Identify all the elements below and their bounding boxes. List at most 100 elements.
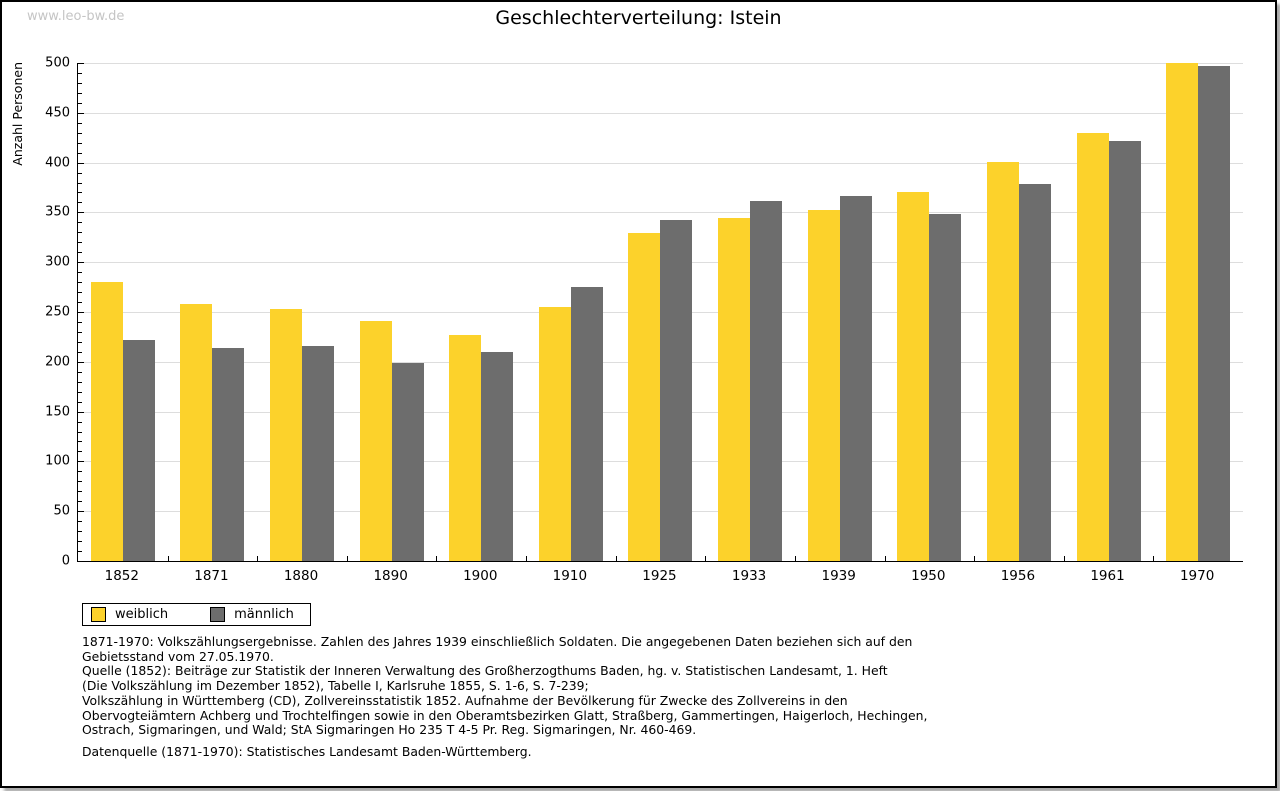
footnote-line: (Die Volkszählung im Dezember 1852), Tab… bbox=[82, 678, 589, 694]
gridline-500 bbox=[78, 63, 1243, 64]
gridline-400 bbox=[78, 162, 1243, 164]
y-tick bbox=[78, 282, 82, 284]
x-axis-label-1871: 1871 bbox=[194, 568, 229, 584]
x-tick bbox=[257, 556, 259, 561]
y-tick bbox=[78, 321, 82, 323]
y-tick bbox=[78, 541, 82, 543]
bar-group-1961 bbox=[1064, 63, 1154, 561]
y-axis-tick-label: 450 bbox=[45, 105, 70, 121]
y-axis-tick-label: 400 bbox=[45, 155, 70, 171]
x-tick bbox=[167, 556, 169, 561]
y-tick bbox=[78, 152, 82, 154]
x-axis-label-1961: 1961 bbox=[1090, 568, 1125, 584]
bar-männlich-1925 bbox=[660, 220, 693, 561]
bar-männlich-1961 bbox=[1108, 140, 1141, 561]
y-tick bbox=[78, 501, 82, 503]
bar-group-1871 bbox=[168, 63, 258, 561]
bar-männlich-1910 bbox=[570, 287, 603, 561]
bar-männlich-1880 bbox=[302, 345, 335, 561]
y-tick bbox=[78, 312, 84, 313]
y-tick bbox=[78, 272, 82, 274]
bar-weiblich-1900 bbox=[449, 334, 482, 561]
y-tick bbox=[78, 302, 82, 304]
y-axis-tick-label: 200 bbox=[45, 354, 70, 370]
bar-group-1950 bbox=[884, 63, 974, 561]
bar-männlich-1852 bbox=[122, 339, 155, 561]
y-tick bbox=[78, 471, 82, 473]
x-axis-label-1970: 1970 bbox=[1179, 568, 1215, 584]
bar-männlich-1956 bbox=[1018, 183, 1051, 561]
bar-group-1900 bbox=[436, 63, 526, 561]
bar-group-1852 bbox=[78, 63, 168, 561]
y-tick bbox=[78, 331, 82, 333]
y-tick bbox=[78, 292, 82, 294]
y-tick bbox=[78, 172, 82, 174]
bar-weiblich-1925 bbox=[628, 233, 661, 561]
bar-männlich-1933 bbox=[750, 201, 783, 561]
legend: weiblich männlich bbox=[82, 603, 311, 626]
plot-area bbox=[77, 63, 1243, 562]
x-tick bbox=[436, 556, 438, 561]
y-tick bbox=[78, 222, 82, 224]
y-tick bbox=[78, 431, 82, 433]
bar-group-1970 bbox=[1153, 63, 1243, 561]
legend-item-weiblich: weiblich bbox=[91, 607, 168, 622]
y-tick bbox=[78, 381, 82, 383]
y-tick bbox=[78, 202, 82, 204]
bar-group-1939 bbox=[795, 63, 885, 561]
bar-weiblich-1970 bbox=[1166, 63, 1199, 561]
y-tick bbox=[78, 122, 82, 124]
footnote-line: Obervogteiämtern Achberg und Trochtelfin… bbox=[82, 707, 928, 723]
maennlich-swatch-icon bbox=[210, 607, 226, 622]
y-tick bbox=[78, 531, 82, 533]
bar-weiblich-1852 bbox=[90, 282, 123, 561]
bar-weiblich-1890 bbox=[359, 320, 392, 561]
legend-item-maennlich: männlich bbox=[210, 607, 294, 622]
bar-weiblich-1933 bbox=[718, 218, 751, 561]
y-tick bbox=[78, 63, 84, 64]
y-tick bbox=[78, 551, 82, 553]
y-tick bbox=[78, 102, 82, 104]
bar-weiblich-1910 bbox=[538, 307, 571, 561]
y-tick bbox=[78, 182, 82, 184]
footnote-line: Quelle (1852): Beiträge zur Statistik de… bbox=[82, 663, 888, 679]
bar-weiblich-1871 bbox=[180, 304, 213, 561]
y-axis-labels: 0 50 100 150 200 250 300 350 400 450 500 bbox=[2, 57, 70, 568]
bar-männlich-1950 bbox=[929, 214, 962, 561]
x-tick bbox=[705, 556, 707, 561]
bar-weiblich-1956 bbox=[986, 161, 1019, 561]
x-tick bbox=[1063, 556, 1065, 561]
bar-group-1910 bbox=[526, 63, 616, 561]
y-tick bbox=[78, 361, 84, 363]
y-axis-tick-label: 150 bbox=[45, 404, 70, 420]
y-axis-tick-label: 500 bbox=[45, 55, 70, 71]
y-tick bbox=[78, 72, 82, 74]
y-tick bbox=[78, 371, 82, 373]
x-tick bbox=[1153, 556, 1155, 561]
y-tick bbox=[78, 162, 84, 164]
y-tick bbox=[78, 451, 82, 453]
y-tick bbox=[78, 242, 82, 244]
x-axis-label-1910: 1910 bbox=[552, 568, 588, 584]
x-axis-label-1890: 1890 bbox=[373, 568, 408, 584]
y-axis-tick-label: 0 bbox=[61, 553, 70, 569]
footnote: 1871-1970: Volkszählungsergebnisse. Zahl… bbox=[82, 634, 928, 738]
gridline-450 bbox=[78, 112, 1243, 114]
y-axis-tick-label: 250 bbox=[45, 304, 70, 320]
x-axis-label-1852: 1852 bbox=[104, 568, 139, 584]
y-tick bbox=[78, 411, 84, 413]
x-axis-label-1925: 1925 bbox=[642, 568, 677, 584]
x-axis-label-1939: 1939 bbox=[821, 568, 856, 584]
x-tick bbox=[615, 556, 617, 561]
y-tick bbox=[78, 511, 84, 513]
watermark: www.leo-bw.de bbox=[27, 9, 125, 24]
bar-weiblich-1961 bbox=[1076, 132, 1109, 561]
legend-label-maennlich: männlich bbox=[234, 607, 294, 622]
y-tick bbox=[78, 252, 82, 254]
bar-weiblich-1939 bbox=[807, 210, 840, 561]
x-tick bbox=[346, 556, 348, 561]
y-tick bbox=[78, 441, 82, 443]
x-tick bbox=[526, 556, 528, 561]
bar-männlich-1939 bbox=[839, 196, 872, 561]
